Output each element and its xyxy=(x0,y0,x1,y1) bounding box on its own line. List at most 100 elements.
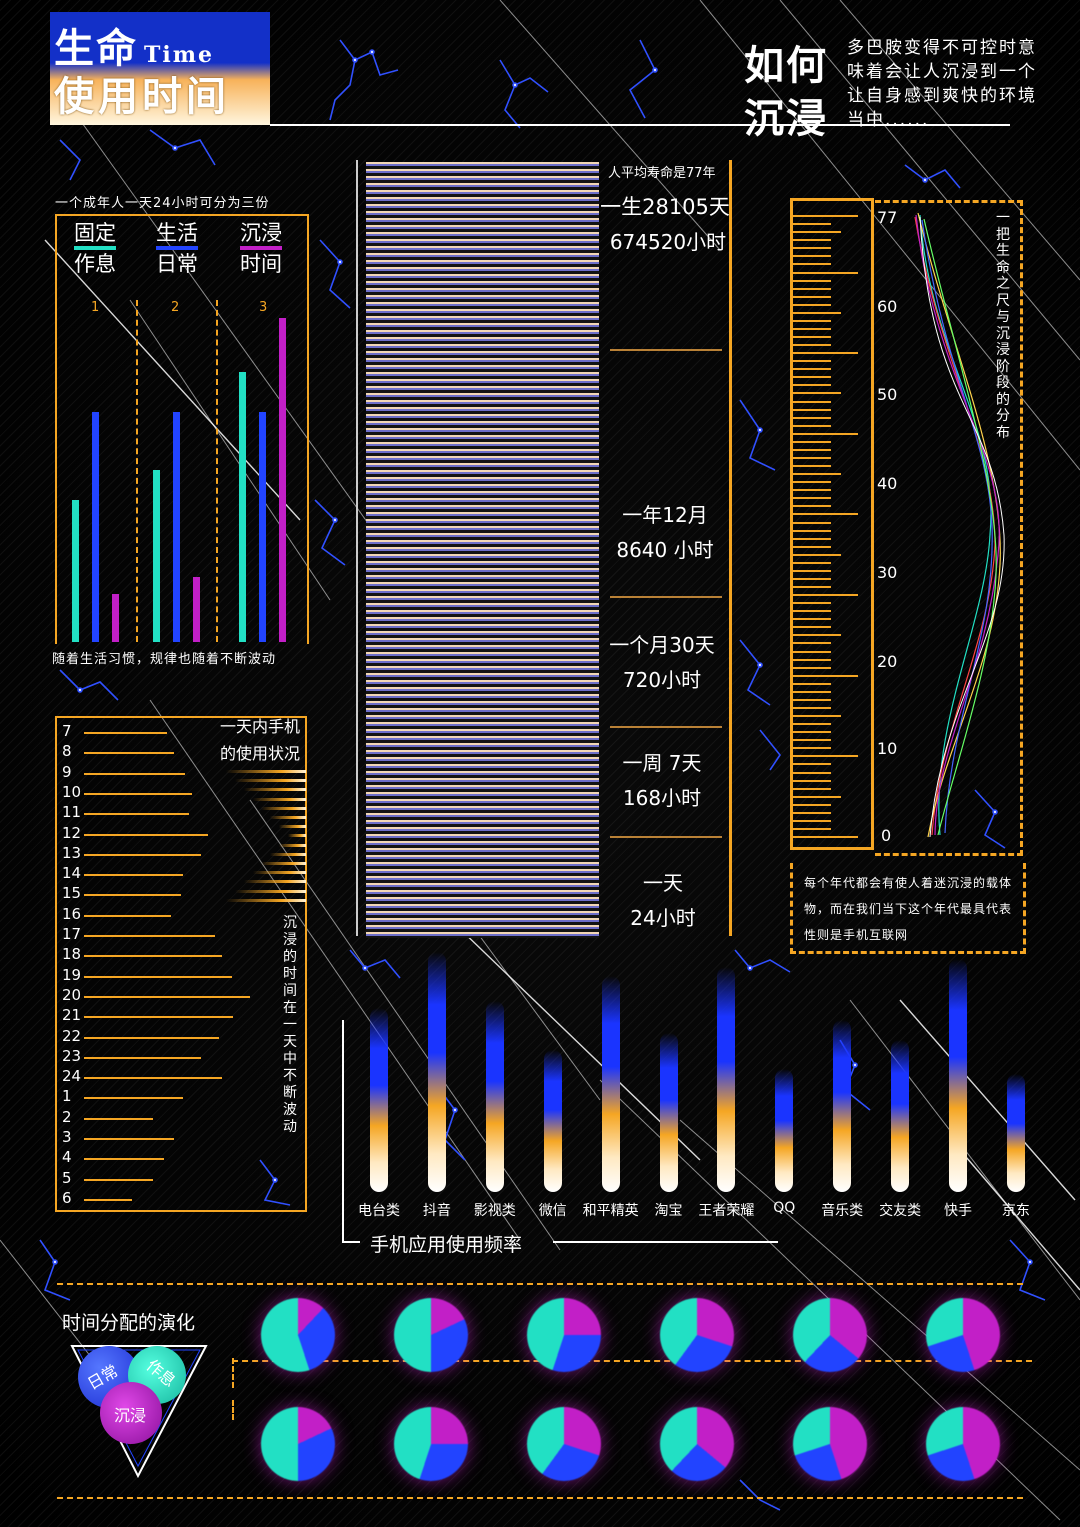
ruler-minor-tick xyxy=(793,295,831,298)
ruler-major-tick xyxy=(793,432,858,435)
ruler-major-tick xyxy=(793,271,858,274)
app-label: 快手 xyxy=(944,1203,972,1219)
apps-axis-line xyxy=(553,1241,778,1243)
hour-usage-line xyxy=(84,935,215,937)
bar-daily-2 xyxy=(173,412,180,642)
scale-separator xyxy=(610,836,722,838)
ruler-minor-tick xyxy=(793,360,831,363)
pie-chart xyxy=(660,1407,734,1481)
ruler-minor-tick xyxy=(793,529,831,532)
ruler-label-77: 77 xyxy=(877,208,898,227)
hour-usage-line xyxy=(84,752,174,755)
pie-chart xyxy=(660,1298,734,1372)
ruler-minor-tick xyxy=(793,440,831,443)
stripes-left-rule xyxy=(356,160,358,936)
title-backdrop xyxy=(50,12,270,125)
hourglass-line xyxy=(244,880,306,884)
ruler-minor-tick xyxy=(793,698,831,701)
group-label-fixed: 固定 作息 xyxy=(74,221,116,276)
ruler-minor-tick xyxy=(793,424,831,427)
hour-label: 7 xyxy=(62,722,72,740)
app-bar-2 xyxy=(427,952,446,1192)
hour-label: 19 xyxy=(62,965,82,984)
hour-label: 18 xyxy=(62,945,82,964)
life-ruler xyxy=(790,198,874,850)
ruler-minor-tick xyxy=(793,344,831,346)
ruler-minor-tick xyxy=(793,400,831,403)
life-days: 一生28105天 xyxy=(600,195,730,219)
hour-usage-line xyxy=(84,732,167,734)
ruler-minor-tick xyxy=(793,715,841,717)
hour-label: 23 xyxy=(62,1046,82,1065)
ruler-minor-tick xyxy=(793,336,831,338)
app-bar-9 xyxy=(833,1020,852,1192)
year-label: 一年12月 xyxy=(622,503,708,527)
scale-separator xyxy=(610,349,722,351)
hourglass-line xyxy=(235,889,306,893)
hourglass-line xyxy=(261,862,306,865)
circle-immersion-label: 沉浸 xyxy=(114,1406,147,1425)
ruler-minor-tick xyxy=(793,489,831,492)
ruler-minor-tick xyxy=(793,303,831,306)
section-dash-top xyxy=(57,1283,1023,1285)
ruler-minor-tick xyxy=(793,634,841,637)
ruler-major-tick xyxy=(793,513,858,516)
app-bar-3 xyxy=(485,1001,504,1192)
app-bar-6 xyxy=(659,1033,678,1192)
hourglass-line xyxy=(244,788,306,792)
hourglass-line xyxy=(226,898,306,902)
group-underline-fixed xyxy=(74,246,116,250)
ruler-minor-tick xyxy=(793,569,831,572)
hourglass-line xyxy=(253,871,306,875)
hour-label: 12 xyxy=(62,823,82,842)
main-title-line1: 生命 Time xyxy=(54,26,215,72)
hour-usage-line xyxy=(84,1178,153,1181)
ruler-minor-tick xyxy=(793,255,831,258)
app-bar-10 xyxy=(891,1040,910,1192)
app-bar-12 xyxy=(1006,1074,1025,1192)
hour-usage-line xyxy=(84,792,192,795)
app-label: 微信 xyxy=(538,1203,567,1219)
month-label: 一个月30天 xyxy=(609,633,715,657)
ruler-label-30: 30 xyxy=(877,563,898,582)
ruler-major-tick xyxy=(793,674,858,677)
ruler-minor-tick xyxy=(793,448,831,451)
ruler-minor-tick xyxy=(793,561,831,564)
scale-separator xyxy=(610,726,722,728)
ruler-minor-tick xyxy=(793,803,831,806)
app-label: 抖音 xyxy=(422,1203,451,1219)
app-bar-8 xyxy=(775,1069,794,1192)
life-hours-stripes xyxy=(366,162,599,938)
hour-usage-line xyxy=(84,914,171,917)
bar-fixed-3 xyxy=(239,372,246,642)
hour-label: 16 xyxy=(62,904,82,923)
ruler-minor-tick xyxy=(793,779,831,782)
ruler-minor-tick xyxy=(793,723,831,726)
ruler-major-tick xyxy=(793,755,858,758)
hour-usage-line xyxy=(84,894,181,897)
pie-chart xyxy=(926,1407,1000,1481)
app-label: 淘宝 xyxy=(654,1203,683,1219)
header-divider xyxy=(270,124,1010,126)
hour-usage-line xyxy=(84,1138,174,1140)
year-hours: 8640 小时 xyxy=(616,538,714,562)
hour-label: 21 xyxy=(62,1006,82,1025)
ruler-minor-tick xyxy=(793,408,831,411)
hour-usage-line xyxy=(84,1056,201,1059)
hour-usage-line xyxy=(84,995,250,998)
avg-life-note: 人平均寿命是77年 xyxy=(608,166,716,181)
ruler-minor-tick xyxy=(793,545,831,548)
app-bar-4 xyxy=(543,1050,562,1192)
ruler-minor-tick xyxy=(793,239,831,242)
day-split-caption: 一个成年人一天24小时可分为三份 xyxy=(55,196,270,211)
group-number-3: 3 xyxy=(259,300,268,315)
ruler-vertical-note: 一把生命之尺与沉浸阶段的分布 xyxy=(996,210,1010,441)
ruler-minor-tick xyxy=(793,586,831,588)
hour-usage-line xyxy=(84,1016,233,1019)
pie-chart xyxy=(793,1407,867,1481)
pie-chart xyxy=(527,1407,601,1481)
ruler-minor-tick xyxy=(793,368,831,371)
group-divider xyxy=(216,300,218,642)
hour-label: 9 xyxy=(62,762,72,781)
app-label: 京东 xyxy=(1001,1203,1030,1219)
